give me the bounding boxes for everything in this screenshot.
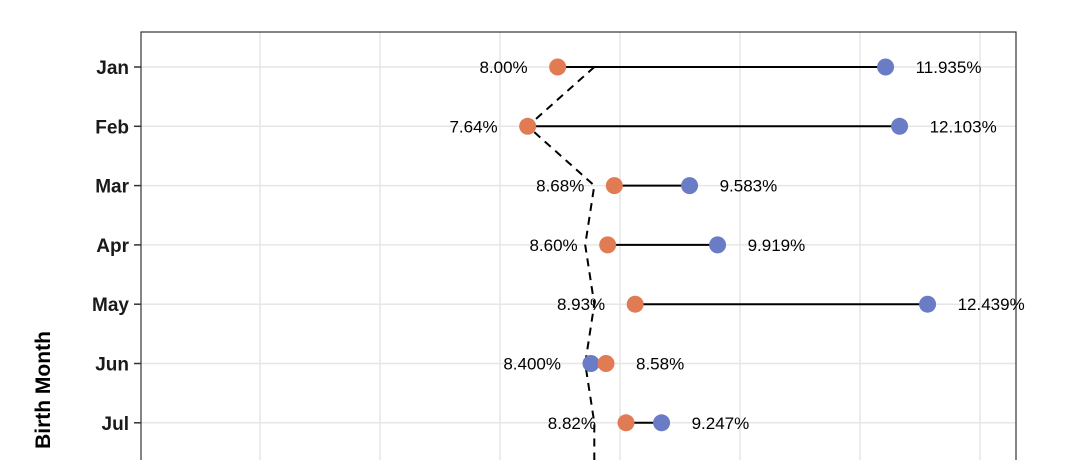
data-labels: 8.00% 11.935% 7.64% 12.103% 8.68% 9.583% 8.60%… [449, 58, 1024, 433]
series-b-point [582, 355, 600, 372]
data-label: 7.64% [449, 117, 497, 136]
series-b-point [681, 177, 699, 195]
data-label: 8.82% [548, 414, 596, 433]
plot-panel-border [140, 31, 1017, 460]
y-axis-ticks: Jan Feb Mar Apr May Jun Jul [92, 58, 141, 435]
y-tick-label: Mar [95, 177, 129, 198]
series-a-point [626, 295, 644, 313]
y-tick-label: Apr [96, 236, 129, 257]
trend-line-group [526, 66, 596, 460]
y-tick-label: Jul [102, 414, 129, 435]
series-b-point [919, 295, 937, 313]
series-a-point [549, 58, 567, 76]
data-label: 12.439% [958, 295, 1025, 314]
series-b-point [891, 117, 909, 135]
series-a-point [605, 177, 623, 195]
series-a-point [617, 414, 635, 432]
series-b-point [877, 58, 895, 76]
data-label: 8.00% [479, 58, 527, 77]
data-label: 8.68% [536, 177, 584, 196]
data-label: 9.583% [720, 177, 778, 196]
series-b-point [709, 236, 727, 254]
series-a-point [599, 236, 617, 254]
y-tick-label: Jun [95, 355, 129, 376]
y-tick-label: Feb [95, 117, 129, 138]
y-axis-title: Birth Month [32, 331, 55, 449]
grid-lines [141, 32, 1016, 460]
series-b-point [653, 414, 671, 432]
data-label: 8.400% [503, 355, 561, 374]
y-tick-label: May [92, 295, 129, 316]
data-label: 9.919% [748, 236, 806, 255]
data-label: 8.93% [557, 295, 605, 314]
data-label: 12.103% [930, 117, 997, 136]
data-label: 9.247% [692, 414, 750, 433]
trend-dashed-line [526, 66, 596, 460]
data-label: 11.935% [916, 58, 982, 77]
data-label: 8.58% [636, 355, 684, 374]
series-a-point [519, 117, 537, 135]
data-label: 8.60% [529, 236, 577, 255]
dumbbell-points [519, 58, 937, 432]
y-tick-label: Jan [96, 58, 129, 79]
series-a-point [597, 355, 615, 372]
